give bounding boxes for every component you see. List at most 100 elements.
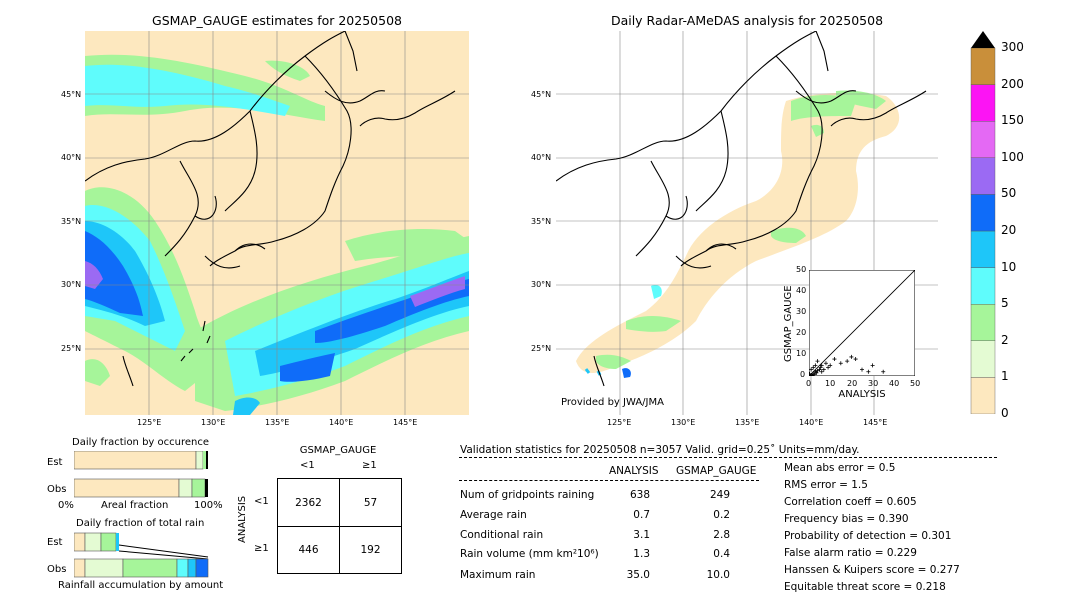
score-line: Correlation coeff = 0.605 [784, 496, 917, 508]
contingency-row-title: ANALYSIS [237, 495, 248, 543]
lat-label: 40°N [61, 153, 82, 162]
scatter-point [832, 357, 837, 362]
scatter-point [853, 357, 858, 362]
scatter-point [828, 363, 833, 368]
col-analysis: ANALYSIS [609, 465, 659, 477]
occurrence-axis-left: 0% [58, 500, 74, 511]
colorbar-segment [970, 194, 996, 232]
contingency-col-lt: <1 [300, 460, 315, 471]
row-analysis: 0.7 [633, 509, 650, 521]
lon-label: 145°E [393, 418, 418, 427]
provider-label: Provided by JWA/JMA [561, 397, 664, 408]
contingency-row-ge: ≥1 [254, 543, 269, 554]
row-analysis: 638 [629, 489, 650, 501]
cell-hits-none: 2362 [295, 496, 322, 509]
row-gsmap: 0.4 [713, 548, 730, 560]
contingency-table: 2362 57 446 192 [277, 478, 402, 574]
right-map-title: Daily Radar-AMeDAS analysis for 20250508 [610, 13, 884, 28]
occurrence-axis-mid: Areal fraction [101, 500, 169, 511]
score-line: Hanssen & Kuipers score = 0.277 [784, 564, 960, 576]
scatter-point [845, 359, 850, 364]
score-line: Frequency bias = 0.390 [784, 513, 909, 525]
colorbar-segment [970, 120, 996, 158]
right-map [556, 31, 938, 415]
score-line: Equitable threat score = 0.218 [784, 581, 946, 593]
x-tick: 40 [889, 379, 900, 388]
colorbar-segment [970, 340, 996, 378]
scatter-point [815, 368, 820, 373]
lon-label: 135°E [265, 418, 290, 427]
lat-label: 25°N [531, 344, 552, 353]
row-label: Average rain [460, 509, 527, 521]
scatter-point [821, 367, 826, 372]
row-analysis: 35.0 [626, 569, 650, 581]
contingency-col-ge: ≥1 [362, 460, 377, 471]
colorbar-label: 100 [1001, 149, 1024, 164]
score-line: RMS error = 1.5 [784, 479, 868, 491]
colorbar-segment [970, 84, 996, 122]
scatter-plot [809, 270, 915, 376]
lat-label: 30°N [531, 280, 552, 289]
row-analysis: 3.1 [633, 529, 650, 541]
total-rain-title: Daily fraction of total rain [76, 518, 205, 529]
colorbar-label: 2 [1001, 332, 1009, 347]
y-tick: 40 [796, 286, 807, 295]
colorbar-label: 1 [1001, 369, 1009, 384]
colorbar-segment [970, 230, 996, 268]
colorbar-segment [970, 267, 996, 305]
contingency-col-title: GSMAP_GAUGE [299, 445, 377, 456]
occurrence-obs-label: Obs [47, 484, 67, 495]
scatter-point [838, 361, 843, 366]
scatter-point [811, 365, 816, 370]
lon-label: 125°E [607, 418, 632, 427]
total-rain-est-label: Est [47, 537, 63, 548]
cell-false-alarm: 57 [363, 496, 378, 509]
scatter-point [819, 369, 824, 374]
validation-header: Validation statistics for 20250508 n=305… [460, 444, 860, 456]
y-tick: 50 [796, 265, 807, 274]
y-tick: 30 [796, 307, 807, 316]
scatter-point [849, 354, 854, 359]
row-gsmap: 2.8 [713, 529, 730, 541]
scatter-point [826, 365, 831, 370]
total-rain-footer: Rainfall accumulation by amount [58, 580, 224, 591]
y-tick: 10 [796, 349, 807, 358]
colorbar-segment [970, 304, 996, 342]
scatter-point [860, 367, 864, 372]
scatter-point [818, 365, 823, 370]
lon-label: 140°E [329, 418, 354, 427]
lat-label: 30°N [61, 280, 82, 289]
row-label: Rain volume (mm km²10⁶) [460, 548, 599, 560]
row-gsmap: 249 [709, 489, 730, 501]
total-rain-obs-label: Obs [47, 564, 67, 575]
scatter-points [809, 354, 886, 376]
scatter-point [866, 369, 871, 374]
row-label: Conditional rain [460, 529, 544, 541]
occurrence-bars [74, 451, 208, 498]
colorbar-label: 10 [1001, 259, 1017, 274]
scatter-point [870, 363, 875, 368]
scatter-point [809, 367, 814, 372]
lon-label: 125°E [137, 418, 162, 427]
lat-label: 40°N [531, 153, 552, 162]
scatter-point [814, 370, 819, 375]
colorbar-segment [970, 157, 996, 195]
contingency-row-lt: <1 [254, 496, 269, 507]
lat-label: 45°N [61, 90, 82, 99]
scatter-point [812, 372, 817, 376]
colorbar-label: 0 [1001, 406, 1009, 420]
lon-label: 135°E [735, 418, 760, 427]
validation-subdivider [459, 480, 759, 481]
x-tick: 50 [910, 379, 921, 388]
validation-divider [459, 457, 997, 458]
lat-label: 35°N [531, 217, 552, 226]
total-rain-bars [74, 532, 209, 578]
lon-label: 130°E [201, 418, 226, 427]
row-label: Num of gridpoints raining [460, 489, 595, 501]
x-tick: 30 [868, 379, 879, 388]
score-line: Probability of detection = 0.301 [784, 530, 952, 542]
lat-label: 25°N [61, 344, 82, 353]
scatter-point [813, 363, 818, 368]
lon-label: 145°E [863, 418, 888, 427]
scatter-point [815, 359, 820, 364]
